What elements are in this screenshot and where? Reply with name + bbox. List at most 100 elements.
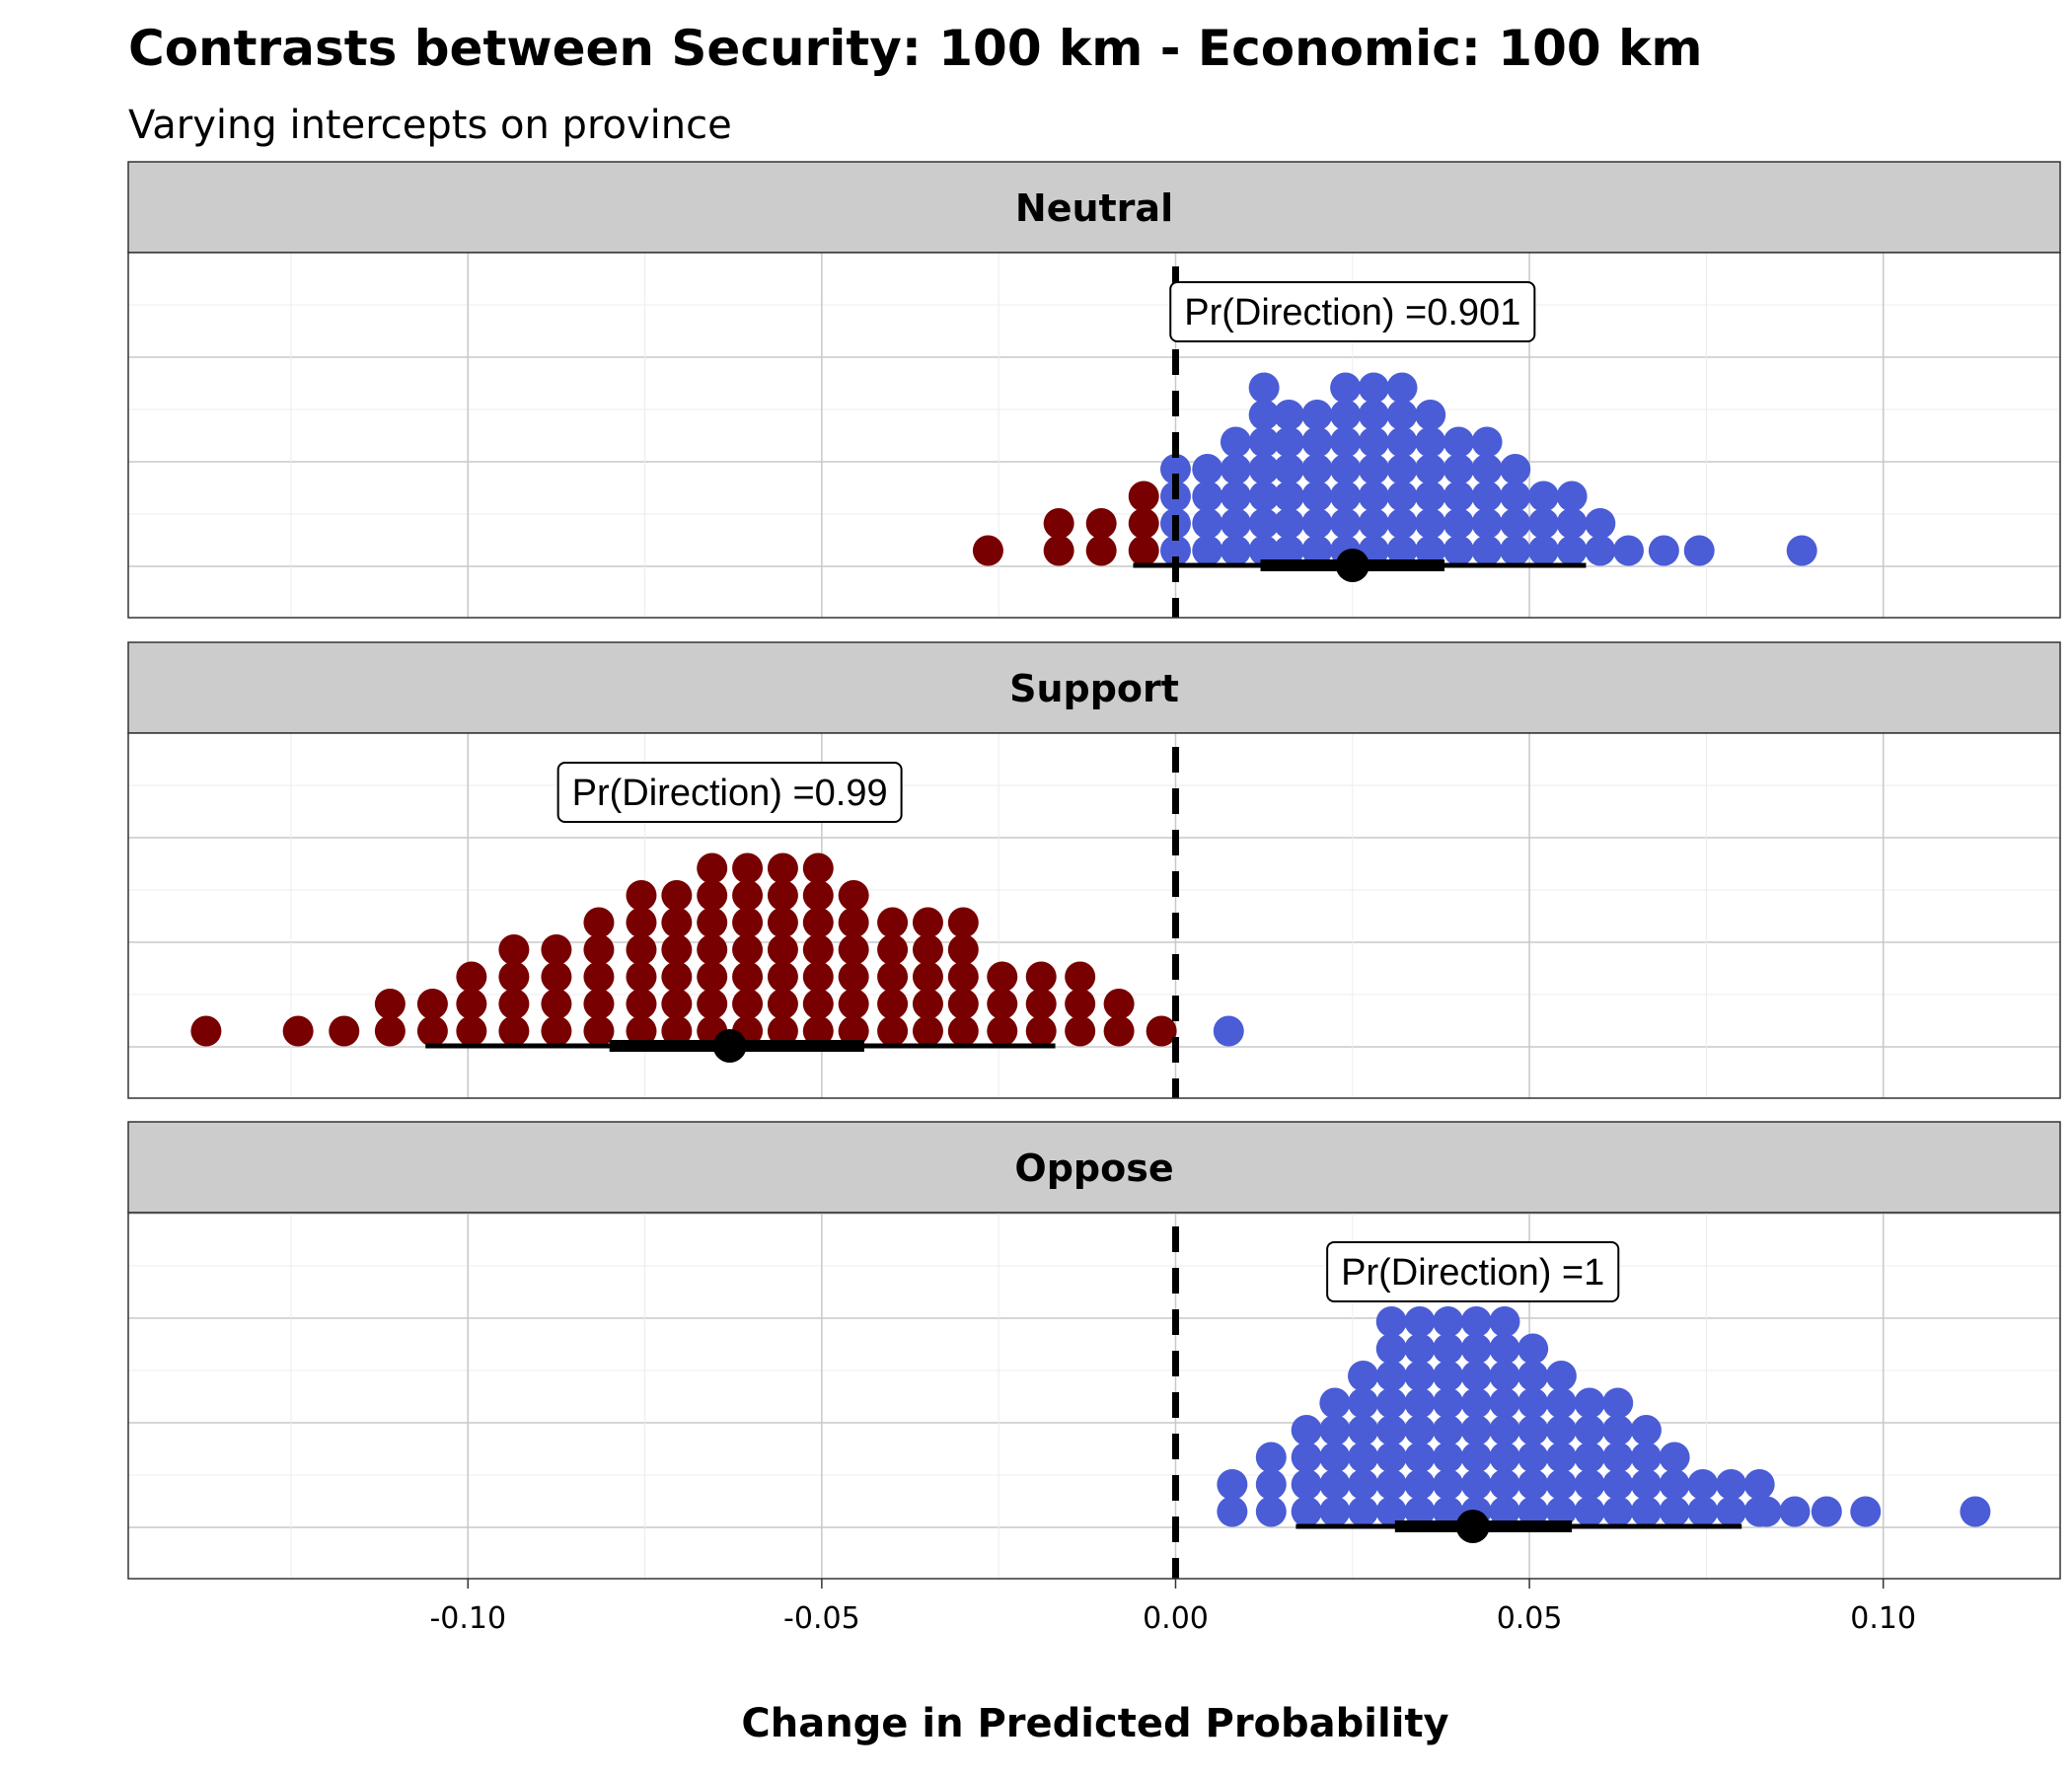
dot [1273,426,1304,458]
dot [987,961,1018,993]
dot [1556,481,1588,512]
dot [767,989,798,1019]
dot [1358,481,1389,512]
dot [1574,1496,1605,1527]
dot [1248,508,1280,539]
dot [802,989,834,1019]
dot [732,852,764,884]
dot [1248,372,1280,404]
dot [1585,508,1616,539]
dot [767,934,798,965]
panel-border [127,732,2061,1099]
dot [1301,454,1333,484]
dot [1500,508,1531,539]
dot [1602,1387,1634,1419]
dot [1602,1415,1634,1445]
dot [1415,426,1446,458]
dot [1319,1387,1351,1419]
dot [1192,481,1223,512]
dot [626,961,657,993]
dot [1025,1015,1057,1047]
dot [1103,989,1135,1019]
dot [1291,1415,1322,1445]
dot [1517,1415,1549,1445]
dot [987,989,1018,1019]
dot [374,989,406,1019]
dot [877,989,909,1019]
dot [1556,508,1588,539]
dot [1415,481,1446,512]
dot [1527,481,1559,512]
dot [1460,1442,1492,1473]
strip-label: Support [1009,667,1179,710]
dot [1065,989,1096,1019]
panel-support: Support Pr(Direction) =0.99 [127,641,2061,1099]
dot [912,934,943,965]
dot [1220,508,1251,539]
dot [1301,535,1333,566]
dot [1103,1015,1135,1047]
dot [1330,400,1362,430]
dot [802,880,834,911]
dot [626,880,657,911]
dot [767,1015,798,1047]
dot [767,852,798,884]
dot [1574,1387,1605,1419]
dot [1404,1361,1436,1391]
strip-header [127,161,2061,254]
dot [1489,1469,1520,1500]
dot [1779,1496,1811,1527]
dot [1659,1496,1690,1527]
dot [498,989,530,1019]
dot [1248,535,1280,566]
dot [1433,1306,1464,1337]
dot [1471,481,1503,512]
dot [947,934,979,965]
dot [661,907,693,938]
dot [1146,1015,1177,1047]
dot [1404,1306,1436,1337]
dot [1220,481,1251,512]
dot [1301,481,1333,512]
dot [1348,1415,1379,1445]
dot [1217,1496,1248,1527]
dot [1517,1442,1549,1473]
dot [541,961,572,993]
panel-neutral: Neutral Pr(Direction) =0.901 [127,161,2061,619]
annotation-box [1326,1241,1620,1302]
dot [456,1015,487,1047]
dot [767,880,798,911]
dot [1273,508,1304,539]
dot [1358,454,1389,484]
dot [1585,535,1616,566]
dot [1159,535,1191,566]
dot [1348,1469,1379,1500]
dot [1415,508,1446,539]
dot [1715,1469,1746,1500]
dot [732,934,764,965]
dot [1348,1442,1379,1473]
dot [583,961,615,993]
dot [1460,1469,1492,1500]
dot [1358,508,1389,539]
dot [1489,1442,1520,1473]
dot [1648,535,1679,566]
x-tick-label: -0.10 [429,1601,506,1636]
dot [1386,454,1418,484]
dot [697,989,728,1019]
dot [1715,1496,1746,1527]
dots [1217,1306,1991,1527]
dot [1460,1415,1492,1445]
dot [661,961,693,993]
x-tick-label: 0.05 [1497,1601,1563,1636]
dot [1386,535,1418,566]
dot [1319,1496,1351,1527]
dot [1433,1496,1464,1527]
dot [912,907,943,938]
dot [987,1015,1018,1047]
dot [1630,1496,1662,1527]
panel-border [127,1212,2061,1580]
dot [1291,1442,1322,1473]
dot [1433,1361,1464,1391]
